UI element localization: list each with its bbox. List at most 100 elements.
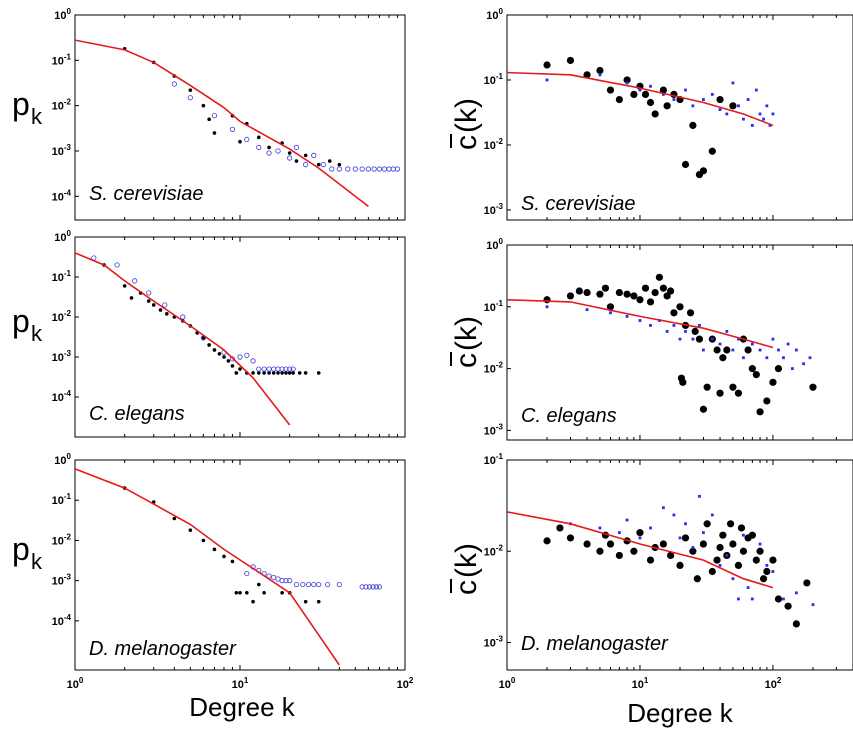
- data-point-square: [718, 564, 722, 567]
- data-point-filled: [245, 590, 249, 595]
- x-tick-label: 101: [632, 676, 649, 691]
- ck-title-middle: c (k): [450, 316, 483, 368]
- data-point-filled: [172, 516, 177, 521]
- data-point-filled: [699, 540, 708, 548]
- data-point-filled: [784, 602, 792, 610]
- data-point-square: [710, 92, 714, 96]
- data-point-filled: [188, 528, 193, 532]
- y-tick-label: 100: [486, 7, 503, 22]
- data-point-filled: [596, 547, 604, 555]
- y-tick-label: 100: [54, 7, 71, 22]
- data-point-filled: [729, 383, 737, 391]
- data-point-open: [250, 358, 256, 364]
- data-point-square: [698, 324, 701, 327]
- data-point-filled: [575, 287, 583, 295]
- panel-label: C. elegans: [521, 405, 617, 427]
- fit-line: [507, 511, 774, 589]
- data-point-open: [256, 144, 262, 150]
- data-point-square: [545, 305, 549, 309]
- ck-title-paren: (k): [450, 98, 483, 133]
- y-tick-label: 10-1: [484, 72, 504, 87]
- y-tick-label: 10-3: [484, 422, 504, 437]
- data-point-open: [371, 166, 377, 172]
- data-point-filled: [583, 288, 591, 297]
- data-point-filled: [646, 298, 655, 306]
- data-point-filled: [636, 529, 644, 537]
- data-point-square: [742, 533, 745, 537]
- data-point-filled: [601, 284, 610, 292]
- data-point-square: [725, 330, 729, 333]
- data-point-square: [742, 356, 745, 360]
- data-point-square: [661, 92, 665, 96]
- data-point-filled: [708, 567, 716, 576]
- data-point-filled: [670, 309, 678, 317]
- data-point-filled: [703, 520, 711, 528]
- data-point-filled: [230, 559, 235, 564]
- data-point-open: [162, 302, 168, 308]
- data-point-filled: [583, 71, 591, 79]
- data-point-filled: [719, 354, 727, 362]
- data-point-filled: [748, 531, 756, 539]
- data-point-filled: [630, 90, 638, 98]
- data-point-open: [283, 578, 289, 584]
- data-point-square: [765, 564, 769, 567]
- data-point-square: [702, 348, 705, 352]
- data-point-filled: [792, 620, 800, 628]
- data-point-square: [768, 123, 772, 127]
- data-point-square: [725, 554, 729, 557]
- data-point-square: [638, 88, 642, 92]
- data-point-filled: [287, 151, 292, 155]
- data-point-square: [638, 536, 642, 540]
- data-point-filled: [543, 61, 551, 69]
- panel-label: S. cerevisiae: [89, 183, 204, 205]
- data-point-filled: [809, 383, 817, 391]
- data-point-filled: [251, 599, 255, 604]
- pk-title-subscript: k: [31, 321, 43, 346]
- data-point-square: [710, 513, 714, 517]
- panel-ck_scerevisiae: 100 10-1 10-2 10-3 S. cerevisiae: [484, 7, 853, 221]
- data-point-filled: [151, 303, 156, 307]
- data-point-square: [750, 597, 754, 601]
- y-tick-label: 10-2: [484, 137, 504, 152]
- data-points: [507, 273, 817, 416]
- data-point-filled: [679, 378, 687, 386]
- pk-title-bottom: p k: [12, 531, 43, 574]
- data-point-square: [638, 319, 642, 322]
- data-point-square: [609, 311, 612, 315]
- y-tick-label: 10-1: [52, 269, 72, 284]
- data-point-filled: [238, 590, 242, 595]
- data-point-open: [211, 113, 218, 119]
- y-tick-label: 10-3: [52, 573, 72, 588]
- y-tick-label: 10-3: [484, 635, 504, 650]
- data-point-open: [287, 366, 293, 372]
- data-point-filled: [262, 590, 266, 595]
- data-point-open: [386, 166, 392, 172]
- data-point-filled: [651, 110, 659, 118]
- data-point-square: [585, 308, 589, 312]
- data-point-filled: [294, 159, 299, 163]
- data-point-open: [370, 584, 376, 590]
- data-point-square: [782, 597, 785, 601]
- xlabel-right: Degree k: [627, 698, 733, 728]
- data-point-filled: [726, 520, 735, 528]
- data-point-filled: [297, 371, 302, 375]
- data-point-filled: [230, 364, 235, 368]
- data-point-filled: [659, 284, 667, 292]
- data-point-filled: [744, 346, 752, 354]
- data-point-filled: [201, 538, 206, 543]
- data-point-filled: [659, 86, 667, 94]
- y-tick-label: 10-4: [52, 389, 72, 404]
- data-point-square: [762, 117, 765, 121]
- data-point-filled: [769, 378, 777, 386]
- data-point-filled: [734, 561, 743, 570]
- data-point-filled: [763, 567, 771, 576]
- data-point-open: [171, 81, 177, 87]
- data-point-filled: [327, 159, 332, 163]
- data-point-filled: [606, 86, 615, 94]
- data-point-filled: [752, 556, 760, 564]
- data-point-filled: [234, 371, 239, 375]
- y-tick-label: 10-1: [52, 492, 72, 507]
- data-point-square: [598, 526, 602, 530]
- data-point-open: [237, 354, 243, 360]
